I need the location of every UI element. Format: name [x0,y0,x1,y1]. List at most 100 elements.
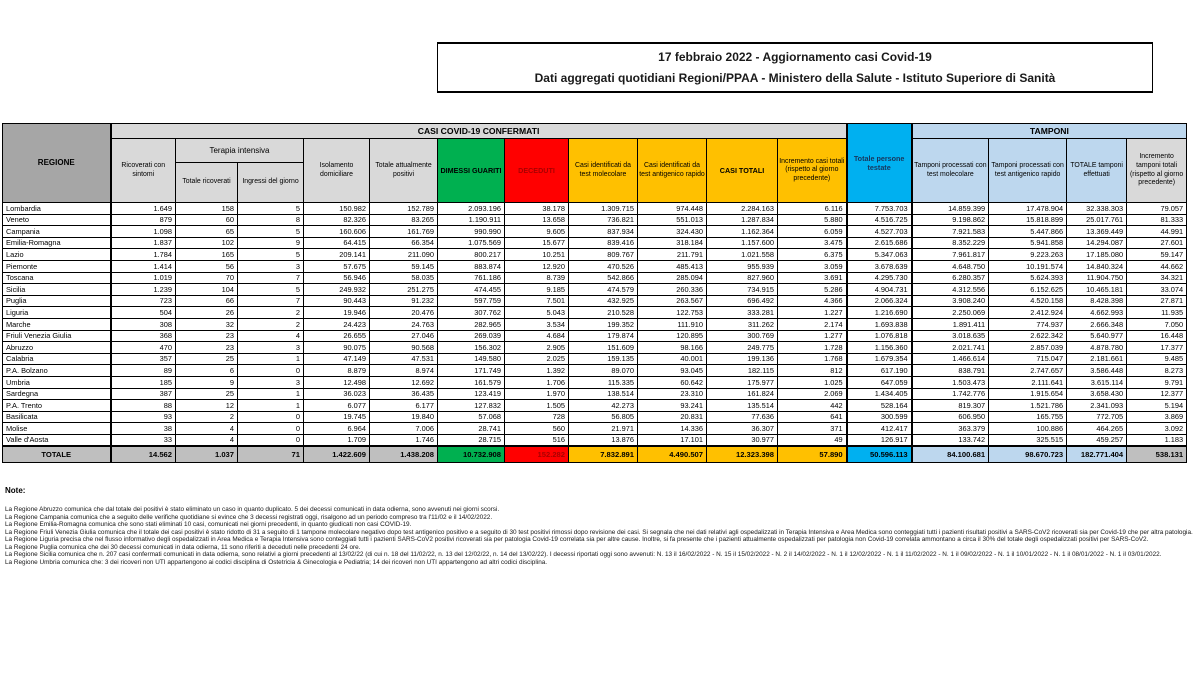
data-cell: 171.749 [437,364,505,377]
table-row: Valle d'Aosta 33 4 0 1.709 1.746 28.715 516 13.8… [2,433,1188,447]
table-row: Emilia-Romagna 1.837 102 9 64.415 66.354 1.075… [2,236,1188,250]
data-cell: 485.413 [637,259,707,273]
data-cell: 1.728 [776,341,848,354]
data-cell: 1.156.360 [845,341,913,354]
data-cell: 542.866 [568,271,638,285]
data-cell: 59.145 [369,259,438,273]
data-cell: 90.568 [369,341,438,354]
note-line: La Regione Friuli Venezia Giulia comunic… [5,528,1193,536]
table-row: Veneto 879 60 8 82.326 83.265 1.190.911 13.658 7… [2,213,1188,227]
data-cell: 23 [175,341,238,354]
data-cell: 65 [175,225,238,238]
data-cell: 838.791 [910,364,990,377]
data-cell: 3.092 [1126,422,1188,435]
data-cell: 6.152.625 [988,283,1068,296]
data-cell: 9.791 [1126,375,1188,389]
data-cell: 91.232 [369,294,438,308]
col-header-incremento-tamponi: Incremento tamponi totali (rispetto al g… [1126,138,1188,203]
data-cell: 839.416 [568,236,638,250]
data-cell: 736.821 [568,213,638,227]
data-cell: 81.333 [1126,213,1188,227]
data-cell: 33 [109,433,176,447]
data-cell: 179.874 [568,329,638,343]
total-cell: 10.732.908 [437,444,505,464]
data-cell: 2.025 [504,352,569,366]
data-cell: 2.341.093 [1066,399,1128,412]
col-header-incremento-casi: Incremento casi totali (rispetto al gior… [776,138,848,203]
data-cell: 1.309.715 [568,202,638,215]
data-cell: 2.412.924 [988,306,1068,319]
data-cell: 251.275 [369,283,438,296]
data-cell: 2.069 [776,387,848,401]
data-cell: 36.023 [303,387,370,401]
data-cell: 2.666.348 [1066,317,1128,331]
col-header-casi-molecolare: Casi identificati da test molecolare [568,138,638,203]
total-cell: 182.771.404 [1066,444,1128,464]
table-row: Puglia 723 66 7 90.443 91.232 597.759 7.501 432.… [2,294,1188,308]
data-cell: 6.177 [369,399,438,412]
data-cell: 1.162.364 [706,225,778,238]
data-cell: 9.485 [1126,352,1188,366]
data-cell: 4.527.703 [845,225,913,238]
report-title-line1: 17 febbraio 2022 - Aggiornamento casi Co… [658,50,932,65]
data-cell: 27.046 [369,329,438,343]
region-name: Piemonte [2,259,111,273]
data-cell: 412.417 [845,422,913,435]
region-name: Veneto [2,213,111,227]
data-cell: 1.025 [776,375,848,389]
data-cell: 883.874 [437,259,505,273]
total-cell: 12.323.398 [706,444,778,464]
region-name: Friuli Venezia Giulia [2,329,111,343]
data-cell: 6.375 [776,248,848,261]
data-cell: 1.277 [776,329,848,343]
col-header-casi-antigenico: Casi identificati da test antigenico rap… [637,138,707,203]
data-cell: 57.675 [303,259,370,273]
data-cell: 3.658.430 [1066,387,1128,401]
data-cell: 28.741 [437,422,505,435]
data-cell: 90.075 [303,341,370,354]
data-cell: 7.050 [1126,317,1188,331]
data-cell: 4.516.725 [845,213,913,227]
total-cell: 98.670.723 [988,444,1068,464]
data-cell: 9.605 [504,225,569,238]
data-cell: 20.831 [637,410,707,424]
data-cell: 79.057 [1126,202,1188,215]
data-cell: 5.880 [776,213,848,227]
col-header-ricoverati: Ricoverati con sintomi [110,138,176,203]
data-cell: 7 [237,294,304,308]
data-cell: 1.693.838 [845,317,913,331]
data-cell: 1.183 [1126,433,1188,447]
table-row: Basilicata 93 2 0 19.745 19.840 57.068 728 56.80… [2,410,1188,424]
notes-list: La Regione Abruzzo comunica che dal tota… [5,506,1195,566]
data-cell: 13.369.449 [1066,225,1128,238]
data-cell: 5.447.866 [988,225,1068,238]
total-cell: 538.131 [1126,444,1188,464]
data-cell: 10.465.181 [1066,283,1128,296]
data-cell: 58.035 [369,271,438,285]
data-cell: 12.498 [303,375,370,389]
data-cell: 88 [109,399,176,412]
data-cell: 696.492 [706,294,778,308]
data-cell: 49 [776,433,848,447]
data-cell: 1.505 [504,399,569,412]
data-cell: 8 [237,213,304,227]
data-cell: 14.336 [637,422,707,435]
data-cell: 104 [175,283,238,296]
data-cell: 56.805 [568,410,638,424]
data-cell: 4.312.556 [910,283,990,296]
data-cell: 3.869 [1126,410,1188,424]
data-cell: 211.090 [369,248,438,261]
data-cell: 23.310 [637,387,707,401]
data-cell: 185 [109,375,176,389]
data-cell: 734.915 [706,283,778,296]
notes-section: Note: La Regione Abruzzo comunica che da… [5,486,1195,566]
data-cell: 64.415 [303,236,370,250]
data-cell: 122.753 [637,306,707,319]
data-cell: 7 [237,271,304,285]
data-cell: 6.280.357 [910,271,990,285]
data-cell: 5.347.063 [845,248,913,261]
data-cell: 2.093.196 [437,202,505,215]
covid-data-table: REGIONE CASI COVID-19 CONFERMATI Totale … [2,123,1188,464]
note-line: La Regione Abruzzo comunica che dal tota… [5,506,500,513]
data-cell: 2.857.039 [988,341,1068,354]
